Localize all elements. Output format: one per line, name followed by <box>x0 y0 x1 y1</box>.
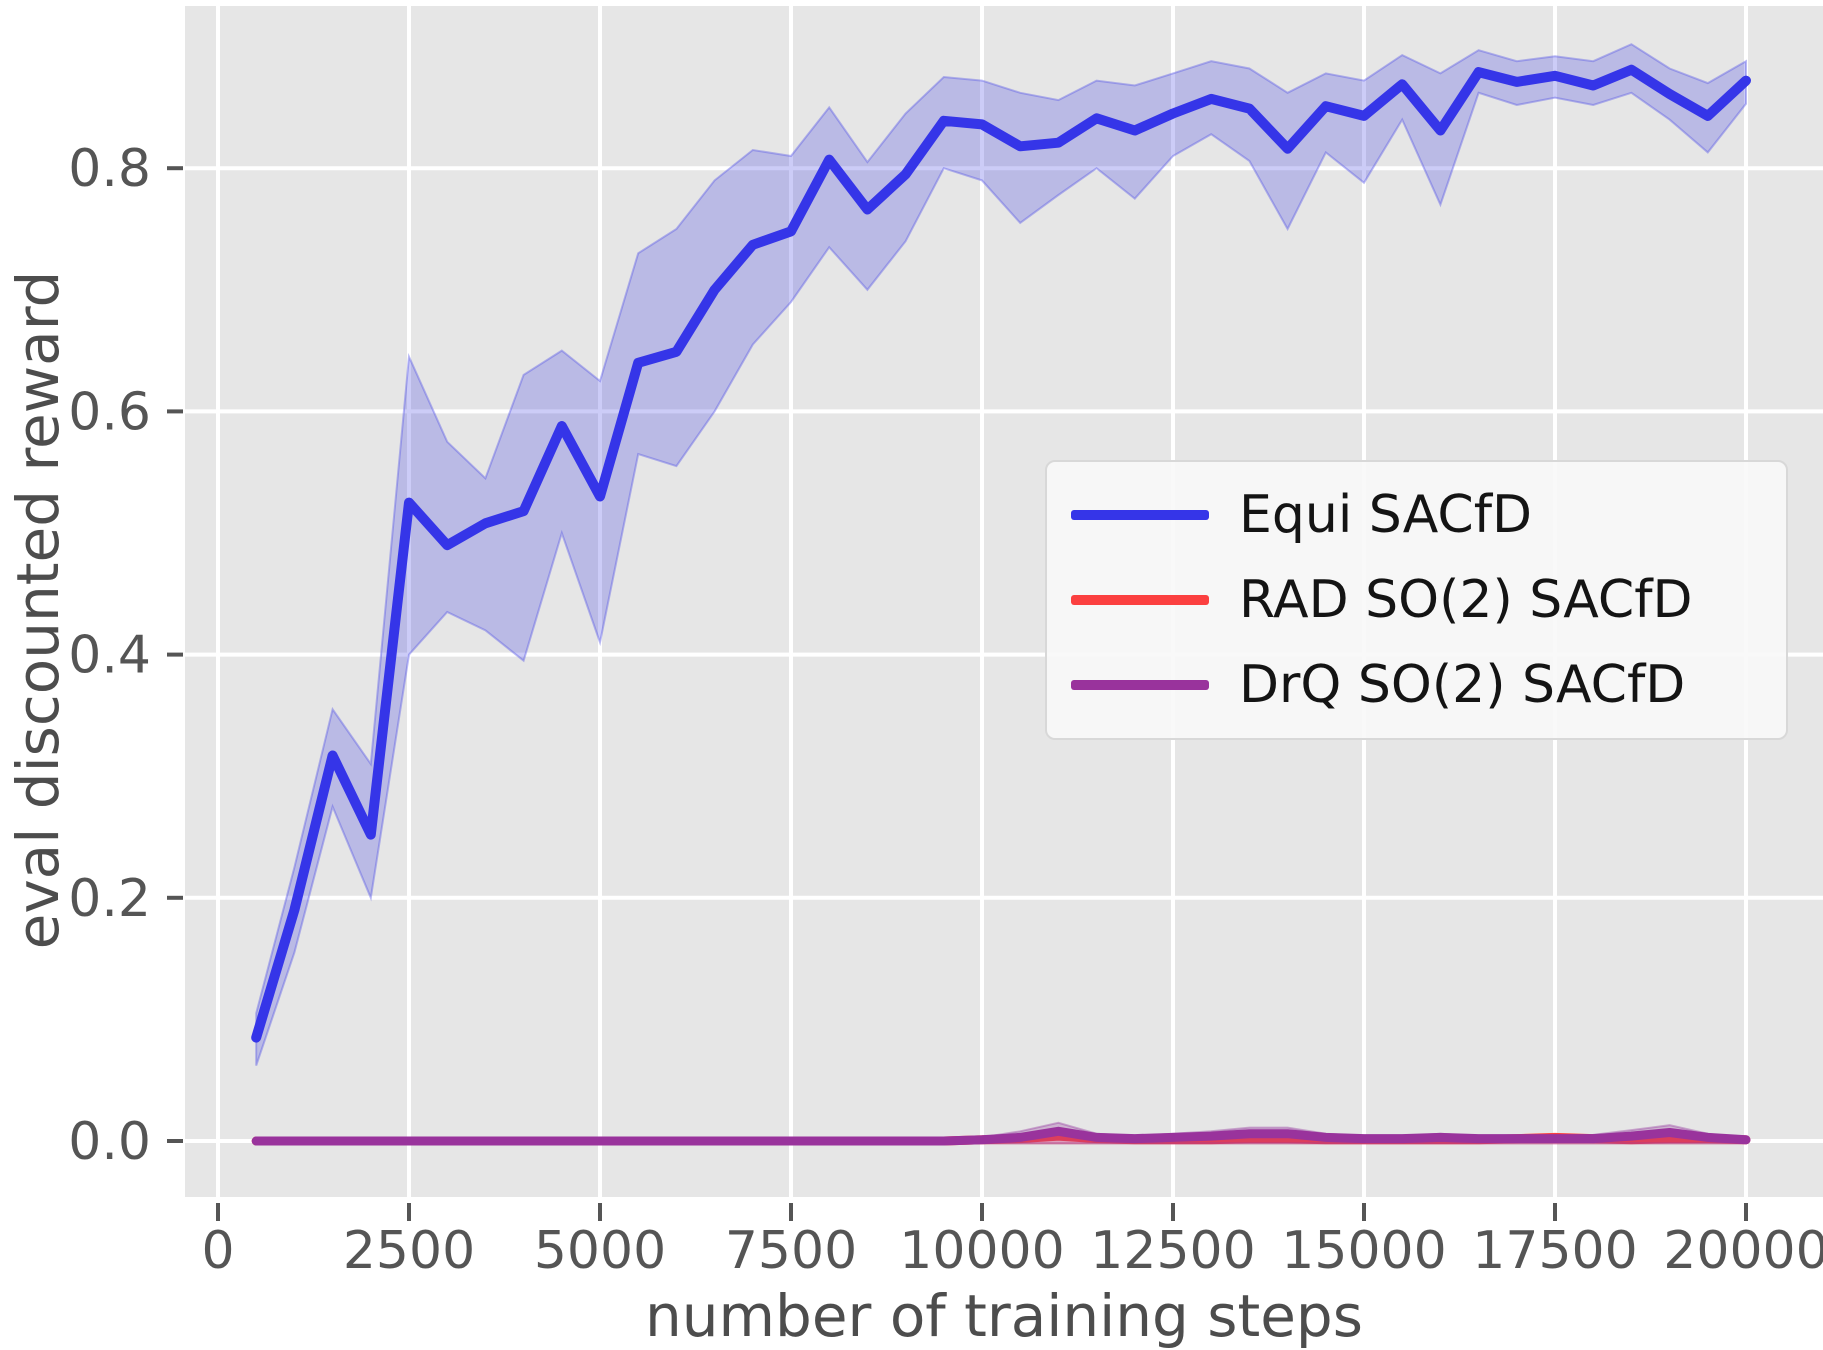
series-line-drq-so-2-sacfd <box>251 1126 1751 1146</box>
series-line-equi-sacfd <box>251 64 1751 1043</box>
x-tick-label: 12500 <box>1090 1221 1255 1281</box>
legend-label: Equi SACfD <box>1239 484 1533 545</box>
x-tick-label: 10000 <box>899 1221 1064 1281</box>
x-tick-label: 15000 <box>1281 1221 1446 1281</box>
legend-line-sample-equi <box>1071 509 1209 520</box>
legend-item-rad-so2-sacfd: RAD SO(2) SACfD <box>1047 574 1786 626</box>
y-tick-label: 0.8 <box>68 139 151 199</box>
legend-item-equi-sacfd: Equi SACfD <box>1047 489 1786 541</box>
x-tick-label: 5000 <box>534 1221 666 1281</box>
legend: Equi SACfD RAD SO(2) SACfD DrQ SO(2) SAC… <box>1045 460 1788 740</box>
y-axis-title: eval discounted reward <box>4 271 72 950</box>
y-tick-label: 0.0 <box>68 1112 151 1172</box>
legend-label: DrQ SO(2) SACfD <box>1239 655 1686 716</box>
x-axis-title: number of training steps <box>645 1282 1363 1350</box>
legend-line-sample-rad <box>1071 594 1209 605</box>
x-tick-label: 17500 <box>1472 1221 1637 1281</box>
x-tick-label: 20000 <box>1663 1221 1823 1281</box>
x-tick-label: 7500 <box>725 1221 857 1281</box>
y-tick-label: 0.6 <box>68 382 151 442</box>
x-tick-label: 2500 <box>343 1221 475 1281</box>
legend-label: RAD SO(2) SACfD <box>1239 569 1693 630</box>
confidence-band-equi-sacfd <box>255 43 1747 1066</box>
y-tick-label: 0.4 <box>68 626 151 686</box>
y-tick-label: 0.2 <box>68 869 151 929</box>
x-tick-label: 0 <box>201 1221 234 1281</box>
legend-item-drq-so2-sacfd: DrQ SO(2) SACfD <box>1047 659 1786 711</box>
legend-line-sample-drq <box>1071 680 1209 691</box>
